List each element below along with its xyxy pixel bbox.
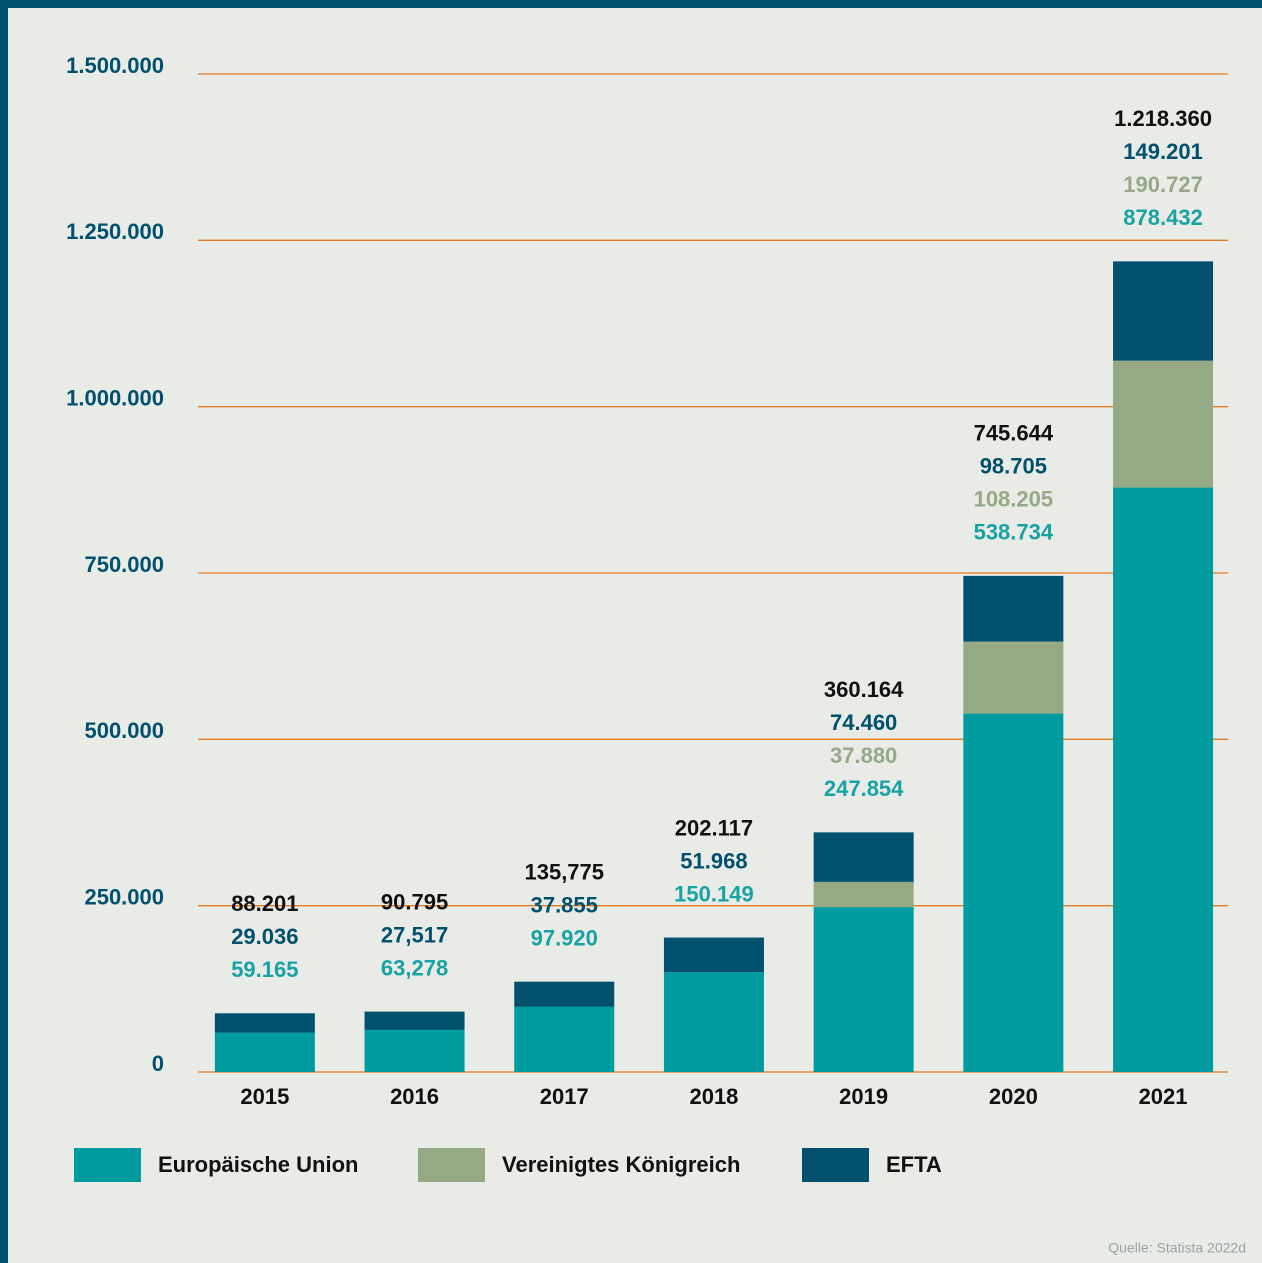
- x-tick-label: 2015: [240, 1084, 289, 1109]
- x-tick-label: 2021: [1139, 1084, 1188, 1109]
- y-tick-label: 1.000.000: [66, 385, 164, 410]
- bar-segment: [963, 641, 1064, 714]
- legend-label: EFTA: [886, 1152, 942, 1177]
- data-label: 150.149: [674, 881, 754, 906]
- y-tick-label: 1.500.000: [66, 53, 164, 78]
- y-tick-label: 500.000: [84, 718, 164, 743]
- legend-label: Europäische Union: [158, 1152, 358, 1177]
- data-label: 37.855: [531, 892, 598, 917]
- bar-segment: [663, 972, 764, 1072]
- bar-segment: [813, 907, 914, 1072]
- total-label: 745.644: [974, 421, 1054, 446]
- bar-segment: [364, 1029, 465, 1072]
- x-tick-label: 2017: [540, 1084, 589, 1109]
- y-tick-label: 750.000: [84, 552, 164, 577]
- bar-segment: [1113, 487, 1214, 1072]
- data-label: 108.205: [974, 487, 1054, 512]
- source: Quelle: Statista 2022d: [1108, 1240, 1246, 1256]
- bar-segment: [514, 981, 615, 1007]
- data-label: 878.432: [1123, 205, 1203, 230]
- bar-segment: [663, 937, 764, 973]
- data-label: 37.880: [830, 743, 897, 768]
- legend-label: Vereinigtes Königreich: [502, 1152, 740, 1177]
- data-label: 247.854: [824, 776, 904, 801]
- x-tick-label: 2020: [989, 1084, 1038, 1109]
- y-tick-label: 0: [152, 1051, 164, 1076]
- bar-segment: [364, 1011, 465, 1030]
- bar-segment: [1113, 261, 1214, 361]
- data-label: 538.734: [974, 520, 1054, 545]
- legend-swatch: [802, 1148, 869, 1182]
- bar-segment: [1113, 360, 1214, 488]
- y-tick-label: 1.250.000: [66, 219, 164, 244]
- total-label: 135,775: [524, 859, 604, 884]
- total-label: 88.201: [231, 891, 298, 916]
- y-tick-label: 250.000: [84, 884, 164, 909]
- legend-swatch: [74, 1148, 141, 1182]
- total-label: 202.117: [675, 815, 753, 840]
- bar-segment: [514, 1006, 615, 1072]
- bar-segment: [813, 881, 914, 908]
- x-tick-label: 2016: [390, 1084, 439, 1109]
- total-label: 1.218.360: [1114, 106, 1212, 131]
- data-label: 190.727: [1123, 172, 1203, 197]
- bar-segment: [813, 832, 914, 882]
- x-tick-label: 2019: [839, 1084, 888, 1109]
- total-label: 90.795: [381, 889, 448, 914]
- data-label: 63,278: [381, 955, 448, 980]
- legend-swatch: [418, 1148, 485, 1182]
- bar-segment: [963, 575, 1064, 642]
- bar-segment: [214, 1013, 315, 1033]
- data-label: 51.968: [680, 848, 747, 873]
- data-label: 98.705: [980, 454, 1047, 479]
- bar-segment: [214, 1032, 315, 1072]
- bar-segment: [963, 713, 1064, 1072]
- data-label: 149.201: [1123, 139, 1203, 164]
- background: [8, 8, 1262, 1263]
- data-label: 27,517: [381, 922, 448, 947]
- data-label: 29.036: [231, 924, 298, 949]
- data-label: 59.165: [231, 957, 298, 982]
- data-label: 74.460: [830, 710, 897, 735]
- total-label: 360.164: [824, 677, 904, 702]
- data-label: 97.920: [531, 925, 598, 950]
- x-tick-label: 2018: [689, 1084, 738, 1109]
